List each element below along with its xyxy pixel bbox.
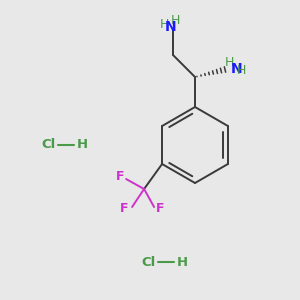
Text: H: H bbox=[159, 17, 169, 31]
Text: F: F bbox=[120, 202, 128, 215]
Text: F: F bbox=[156, 202, 164, 215]
Text: N: N bbox=[165, 20, 177, 34]
Text: H: H bbox=[176, 256, 188, 268]
Text: Cl: Cl bbox=[141, 256, 155, 268]
Text: F: F bbox=[116, 170, 124, 184]
Text: H: H bbox=[224, 56, 234, 68]
Text: H: H bbox=[76, 139, 88, 152]
Text: Cl: Cl bbox=[41, 139, 55, 152]
Text: H: H bbox=[236, 64, 246, 77]
Text: H: H bbox=[170, 14, 180, 28]
Text: N: N bbox=[231, 62, 243, 76]
